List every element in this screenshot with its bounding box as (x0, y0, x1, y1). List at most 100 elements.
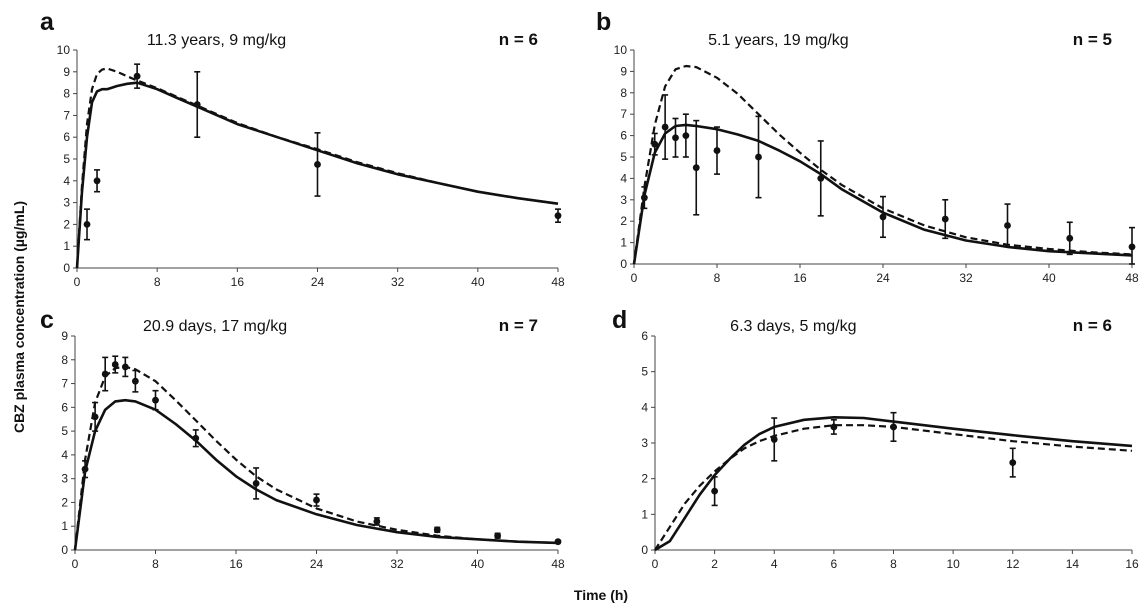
y-tick-label: 10 (57, 43, 71, 57)
observed-point (101, 370, 109, 378)
simulated-line-solid (632, 123, 1133, 265)
simulated-line-dashed (75, 67, 559, 269)
x-axis-title: Time (h) (574, 587, 628, 603)
observed-point (152, 396, 159, 404)
observed-point (373, 518, 381, 525)
y-tick-label: 2 (63, 217, 70, 231)
panel-letter: d (612, 306, 627, 334)
observed-point (755, 153, 762, 161)
y-tick-label: 4 (620, 171, 627, 185)
observed-point (661, 123, 669, 131)
x-tick-label: 24 (310, 557, 324, 571)
observed-point (941, 215, 949, 223)
y-tick-label: 6 (641, 329, 648, 343)
y-tick-label: 3 (63, 196, 70, 210)
x-tick-label: 8 (714, 271, 721, 285)
observed-point (640, 194, 648, 202)
panel-letter: b (596, 8, 611, 36)
observed-point (433, 526, 441, 534)
sample-size-label: n = 6 (1073, 316, 1112, 335)
observed-point (713, 147, 721, 154)
x-tick-label: 16 (229, 557, 243, 571)
y-tick-label: 9 (620, 64, 627, 78)
x-tick-label: 10 (946, 557, 960, 571)
y-tick-label: 3 (61, 472, 68, 486)
x-tick-label: 24 (876, 271, 890, 285)
y-tick-label: 3 (620, 193, 627, 207)
x-tick-label: 16 (1125, 557, 1139, 571)
observed-point (1004, 222, 1011, 229)
x-tick-label: 48 (551, 275, 565, 289)
x-tick-label: 40 (1042, 271, 1056, 285)
y-tick-label: 1 (620, 236, 627, 250)
y-tick-label: 7 (63, 108, 70, 122)
panel-subtitle: 5.1 years, 19 mg/kg (708, 32, 849, 49)
observed-point (770, 436, 778, 443)
y-tick-label: 2 (620, 214, 627, 228)
panel-a: 0 1 2 3 4 5 6 7 8 9 10 0 8 16 24 32 40 48 a 11.3 years, 9 m… (40, 8, 565, 289)
simulated-line-dashed (632, 64, 1133, 265)
x-tick-label: 0 (652, 557, 659, 571)
x-tick-label: 32 (390, 557, 404, 571)
y-axis-title: CBZ plasma concentration (µg/mL) (11, 201, 27, 433)
observed-point (111, 361, 119, 368)
x-tick-label: 32 (391, 275, 405, 289)
y-tick-label: 10 (614, 43, 628, 57)
y-tick-label: 2 (641, 472, 648, 486)
x-tick-label: 14 (1066, 557, 1080, 571)
observed-point (692, 164, 700, 172)
x-tick-label: 40 (471, 275, 485, 289)
panel-c: 0 1 2 3 4 5 6 7 8 9 0 8 16 24 32 40 48 c 20.9 days, 17 mg/… (40, 306, 565, 571)
simulated-line-solid (75, 81, 559, 269)
x-tick-label: 2 (711, 557, 718, 571)
panel-b: 0 1 2 3 4 5 6 7 8 9 10 0 8 16 24 32 40 48 b 5.1 years, 19 m… (596, 8, 1139, 285)
x-tick-label: 40 (471, 557, 485, 571)
y-tick-label: 0 (641, 543, 648, 557)
x-tick-label: 32 (959, 271, 973, 285)
x-tick-label: 12 (1006, 557, 1020, 571)
observed-point (711, 487, 719, 495)
observed-point (121, 363, 129, 371)
panel-letter: c (40, 306, 54, 334)
x-tick-label: 48 (551, 557, 565, 571)
panel-letter: a (40, 8, 55, 36)
x-tick-label: 0 (631, 271, 638, 285)
x-tick-label: 8 (890, 557, 897, 571)
y-tick-label: 1 (63, 239, 70, 253)
sample-size-label: n = 6 (499, 30, 538, 49)
y-tick-label: 7 (61, 377, 68, 391)
y-tick-label: 5 (61, 424, 68, 438)
x-tick-label: 8 (152, 557, 159, 571)
y-tick-label: 6 (61, 400, 68, 414)
observed-point (554, 538, 562, 546)
y-tick-label: 2 (61, 495, 68, 509)
y-tick-label: 4 (641, 400, 648, 414)
observed-point (91, 413, 99, 421)
y-tick-label: 8 (620, 86, 627, 100)
y-tick-label: 3 (641, 436, 648, 450)
observed-point (1066, 234, 1074, 242)
sample-size-label: n = 5 (1073, 30, 1112, 49)
observed-point (682, 132, 690, 140)
y-tick-label: 4 (61, 448, 68, 462)
y-tick-label: 9 (63, 65, 70, 79)
panel-subtitle: 20.9 days, 17 mg/kg (143, 318, 287, 335)
x-tick-label: 24 (311, 275, 325, 289)
y-tick-label: 1 (61, 519, 68, 533)
observed-point (131, 377, 139, 385)
y-tick-label: 5 (641, 365, 648, 379)
simulated-line-solid (73, 398, 559, 551)
observed-point (890, 423, 897, 431)
y-tick-label: 8 (63, 87, 70, 101)
observed-point (879, 213, 887, 221)
observed-point (494, 532, 502, 540)
observed-point (313, 496, 320, 504)
observed-point (93, 177, 101, 185)
observed-point (252, 480, 260, 487)
y-tick-label: 5 (63, 152, 70, 166)
x-tick-label: 0 (72, 557, 79, 571)
y-tick-label: 5 (620, 150, 627, 164)
observed-point (672, 134, 679, 142)
simulated-line-dashed (654, 424, 1133, 551)
